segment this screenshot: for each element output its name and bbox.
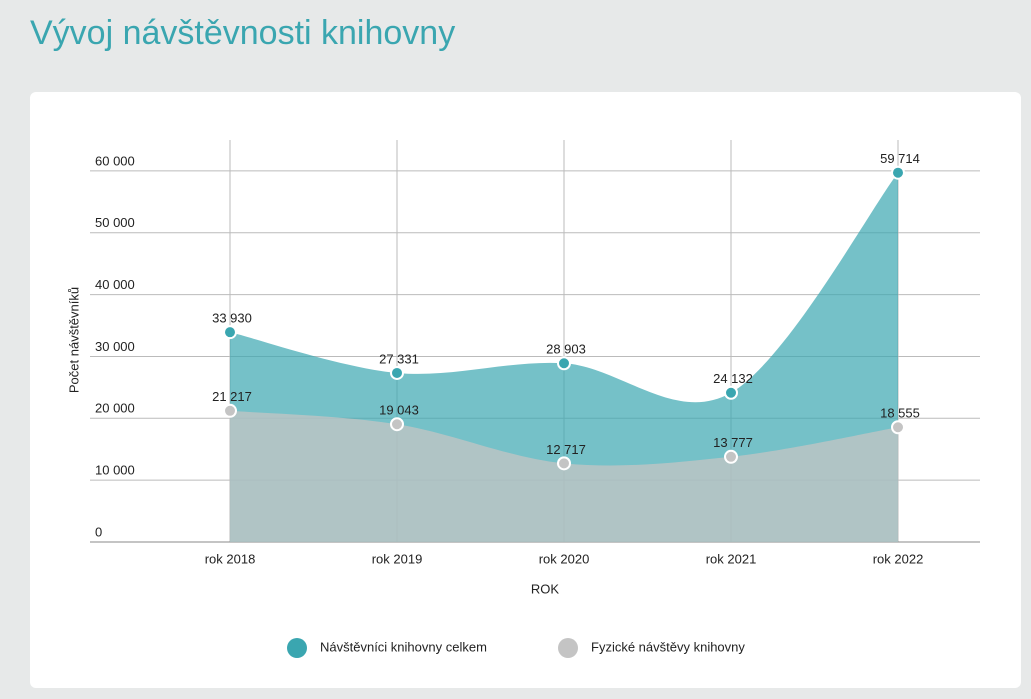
marker [223,403,237,418]
y-tick-label: 20 000 [95,401,135,416]
y-axis-title: Počet návštěvníků [66,287,81,393]
area [230,410,898,542]
marker [891,165,905,180]
marker [891,420,905,435]
value-label: 27 331 [379,351,419,366]
y-tick-label: 10 000 [95,463,135,478]
value-label: 59 714 [880,151,920,166]
value-label: 18 555 [880,406,920,421]
value-label: 12 717 [546,442,586,457]
page-title: Vývoj návštěvnosti knihovny [30,14,456,52]
marker [557,356,571,371]
x-tick-label: rok 2020 [539,551,590,566]
y-tick-label: 30 000 [95,339,135,354]
value-label: 24 132 [713,371,753,386]
marker [557,456,571,471]
value-label: 13 777 [713,435,753,450]
marker [390,417,404,432]
x-tick-label: rok 2018 [205,551,256,566]
x-tick-label: rok 2022 [873,551,924,566]
value-label: 19 043 [379,403,419,418]
value-label: 33 930 [212,311,252,326]
marker [724,449,738,464]
y-tick-label: 50 000 [95,215,135,230]
value-label: 21 217 [212,389,252,404]
x-tick-label: rok 2019 [372,551,423,566]
legend-swatch [558,638,578,658]
x-tick-label: rok 2021 [706,551,757,566]
marker [724,385,738,400]
legend-label: Fyzické návštěvy knihovny [591,639,745,654]
legend-label: Návštěvníci knihovny celkem [320,639,487,654]
value-label: 28 903 [546,342,586,357]
y-tick-label: 40 000 [95,277,135,292]
x-axis-title: ROK [531,581,560,596]
y-tick-label: 60 000 [95,153,135,168]
y-tick-label: 0 [95,524,102,539]
marker [390,365,404,380]
legend-swatch [287,638,307,658]
marker [223,325,237,340]
